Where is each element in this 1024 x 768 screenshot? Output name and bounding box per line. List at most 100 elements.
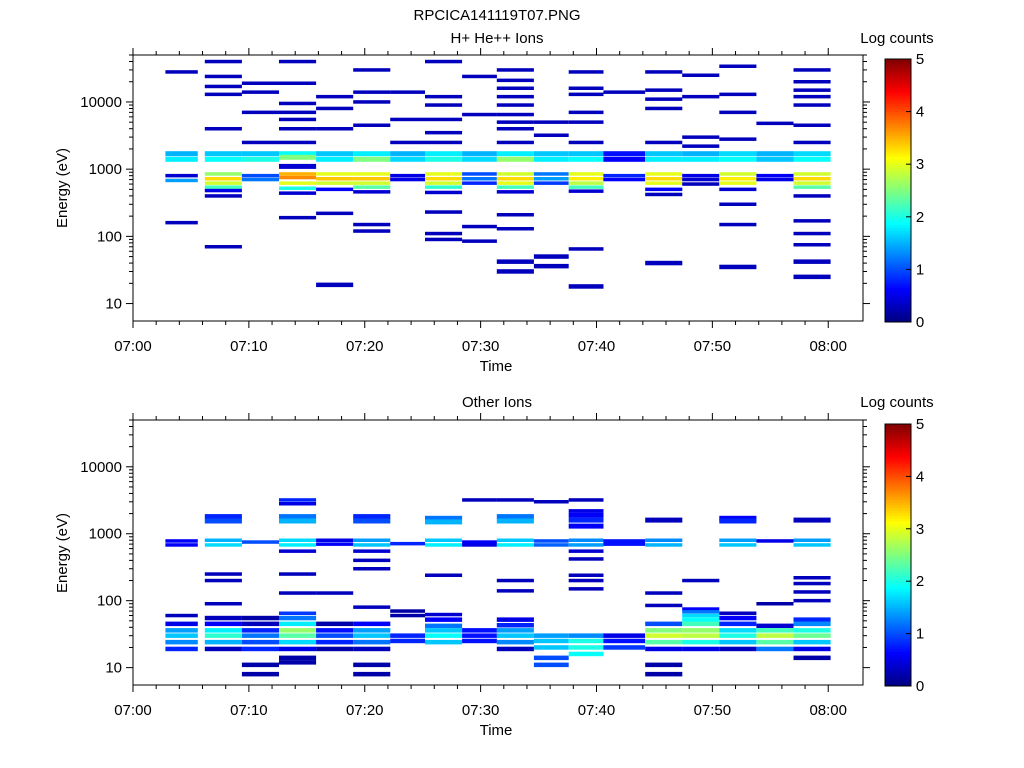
colorbar-segment [885,232,911,236]
colorbar-segment [885,224,911,228]
heatmap-cell [682,633,720,638]
heatmap-cell [390,613,425,618]
colorbar-segment [885,66,911,70]
colorbar-segment [885,211,911,215]
heatmap-cell [496,185,534,189]
colorbar-segment [885,628,911,632]
heatmap-cell [793,151,831,157]
colorbar-segment [885,214,911,218]
heatmap-cell [568,509,604,513]
heatmap-cell [204,127,242,131]
heatmap-cell [204,188,242,193]
heatmap-cell [682,613,720,618]
heatmap-cell [279,646,317,652]
colorbar-segment [885,630,911,634]
heatmap-cell [568,70,604,74]
heatmap-cell [165,621,198,627]
colorbar-segment [885,185,911,189]
colorbar-segment [885,161,911,165]
y-tick-label: 100 [97,593,122,610]
colorbar-tick-label: 2 [916,209,924,226]
heatmap-cell [682,135,720,139]
y-tick-label: 10000 [80,459,122,476]
heatmap-cell [279,59,317,64]
heatmap-cell [316,172,354,176]
heatmap-cell [425,94,463,99]
colorbar-segment [885,568,911,572]
heatmap-cell [645,88,683,92]
heatmap-cell [462,543,497,547]
heatmap-cell [645,671,683,677]
heatmap-cell [645,151,683,157]
colorbar-segment [885,258,911,262]
colorbar-segment [885,298,911,302]
colorbar-tick-label: 1 [916,626,924,643]
heatmap-cell [793,219,831,223]
heatmap-cell [425,617,463,622]
heatmap-cell [568,645,604,650]
heatmap-cell [353,123,391,127]
heatmap-cell [316,127,354,131]
heatmap-cell [496,94,534,99]
heatmap-cell [279,154,317,160]
colorbar-segment [885,124,911,128]
heatmap-cell [719,615,757,621]
colorbar-label: Log counts [860,30,933,47]
x-tick-label: 07:00 [114,338,152,355]
heatmap-cell [496,589,534,593]
colorbar-segment [885,229,911,233]
heatmap-cell [682,628,720,633]
heatmap-cell [279,215,317,220]
heatmap-cell [568,543,604,547]
colorbar-segment [885,316,911,320]
heatmap-cell [462,172,497,176]
heatmap-cell [793,543,831,547]
heatmap-cell [316,181,354,185]
colorbar-segment [885,489,911,493]
heatmap-cell [533,254,569,259]
heatmap-cell [279,498,317,502]
heatmap-cell [204,177,242,181]
colorbar-segment [885,282,911,286]
heatmap-cell [316,628,354,633]
colorbar-segment [885,77,911,81]
y-tick-label: 10 [105,660,122,677]
heatmap-cell [645,621,683,627]
heatmap-cell [425,538,463,542]
colorbar-segment [885,678,911,682]
colorbar-segment [885,151,911,155]
heatmap-cell [793,259,831,264]
colorbar-segment [885,308,911,312]
colorbar-segment [885,61,911,65]
colorbar-segment [885,245,911,249]
x-tick-label: 07:50 [694,338,732,355]
heatmap-cell [682,610,720,614]
colorbar-segment [885,507,911,511]
heatmap-cell [603,156,646,162]
colorbar-frame [884,423,912,687]
heatmap-cell [390,173,425,178]
colorbar-segment [885,484,911,488]
heatmap-cell [719,543,757,547]
heatmap-cell [425,156,463,162]
colorbar-segment [885,269,911,273]
colorbar-segment [885,69,911,73]
heatmap-cell [719,264,757,270]
heatmap-cell [682,73,720,77]
colorbar-segment [885,481,911,485]
heatmap-cell [390,156,425,162]
colorbar-segment [885,429,911,433]
colorbar-segment [885,620,911,624]
heatmap-cell [279,633,317,638]
heatmap-cell [645,70,683,74]
colorbar-segment [885,303,911,307]
heatmap-cell [756,633,794,638]
colorbar-segment [885,80,911,84]
colorbar-segment [885,607,911,611]
heatmap-cell [719,151,757,157]
colorbar-segment [885,617,911,621]
heatmap-cell [241,177,279,182]
colorbar-segment [885,426,911,430]
heatmap-cell [165,151,198,157]
heatmap-cell [279,543,317,547]
